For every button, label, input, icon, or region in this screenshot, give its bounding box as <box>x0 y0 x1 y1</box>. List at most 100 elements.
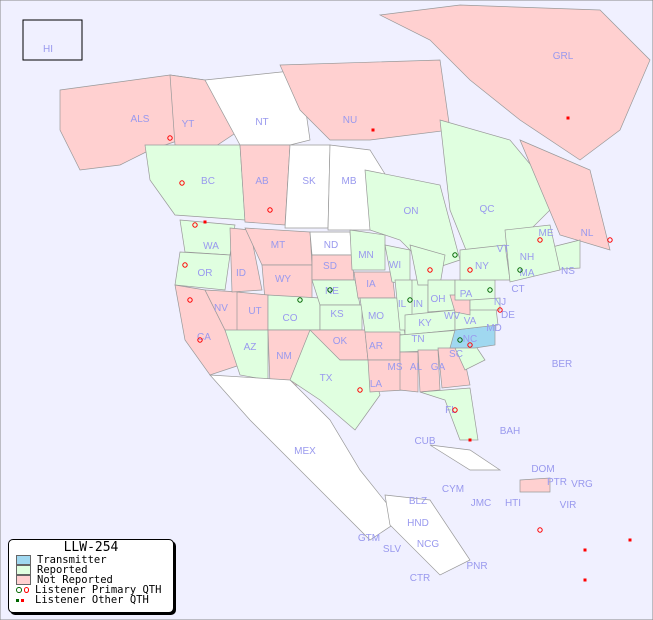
legend-label: Not Reported <box>37 574 113 586</box>
region-label-wy: WY <box>275 274 291 285</box>
region-label-nl: NL <box>581 228 594 239</box>
region-label-bah: BAH <box>500 426 521 437</box>
listener-primary-qth-marker <box>197 337 203 343</box>
region-label-nv: NV <box>214 303 228 314</box>
legend-title: LLW-254 <box>63 540 119 555</box>
listener-primary-qth-marker <box>537 527 543 533</box>
region-mn <box>349 229 386 271</box>
listener-primary-qth-marker <box>187 297 193 303</box>
region-label-in: IN <box>413 299 423 310</box>
region-label-md: MD <box>486 323 502 334</box>
legend-transmitter: Transmitter <box>9 555 173 565</box>
region-label-hnd: HND <box>407 518 429 529</box>
region-label-mn: MN <box>358 250 374 261</box>
region-label-blz: BLZ <box>409 496 427 507</box>
region-mex <box>209 374 401 541</box>
region-label-nt: NT <box>255 117 268 128</box>
listener-primary-qth-marker <box>452 407 458 413</box>
square-markers-icon <box>16 598 29 602</box>
region-label-mo: MO <box>368 311 384 322</box>
region-label-fl: FL <box>445 405 457 416</box>
listener-other-qth-marker <box>203 220 207 224</box>
region-bc <box>144 144 246 221</box>
listener-primary-qth-marker <box>467 342 473 348</box>
region-label-ma: MA <box>520 268 535 279</box>
region-label-sd: SD <box>323 261 337 272</box>
region-label-ms: MS <box>388 362 403 373</box>
legend-reported: Reported <box>9 565 173 575</box>
region-label-ia: IA <box>366 279 376 290</box>
listener-other-qth-marker <box>566 116 570 120</box>
region-cub <box>429 444 502 471</box>
region-grl <box>378 4 651 161</box>
region-label-sk: SK <box>302 176 316 187</box>
reported-swatch-icon <box>16 565 31 575</box>
region-tx <box>289 329 381 431</box>
region-label-jmc: JMC <box>471 498 492 509</box>
listener-primary-qth-marker <box>179 180 185 186</box>
not-reported-swatch-icon <box>16 575 31 585</box>
region-label-tn: TN <box>411 334 424 345</box>
region-label-pnr: PNR <box>466 561 487 572</box>
transmitter-swatch-icon <box>16 555 31 565</box>
listener-primary-qth-marker <box>607 237 613 243</box>
region-label-il: IL <box>398 299 407 310</box>
legend-label: Listener Primary QTH <box>35 584 162 596</box>
region-label-vir: VIR <box>560 500 577 511</box>
legend-other-qth: Listener Other QTH <box>9 595 173 605</box>
region-label-va: VA <box>464 316 477 327</box>
region-nl <box>519 139 611 251</box>
region-label-nh: NH <box>520 252 534 263</box>
region-label-ar: AR <box>369 341 383 352</box>
region-label-sc: SC <box>449 349 463 360</box>
region-caam <box>384 494 471 576</box>
legend: LLW-254 Transmitter Reported Not Reporte… <box>8 539 174 613</box>
region-label-ky: KY <box>418 318 432 329</box>
region-label-nd: ND <box>324 240 338 251</box>
region-md <box>469 297 501 311</box>
region-label-co: CO <box>283 313 298 324</box>
region-or <box>174 251 231 291</box>
region-label-wi: WI <box>389 260 401 271</box>
listener-primary-qth-marker <box>357 387 363 393</box>
listener-primary-qth-marker <box>182 262 188 268</box>
listener-other-qth-marker <box>583 578 587 582</box>
region-label-al: AL <box>410 362 423 373</box>
listener-primary-qth-marker <box>427 267 433 273</box>
listener-other-qth-marker <box>583 548 587 552</box>
region-label-wa: WA <box>203 241 219 252</box>
listener-primary-qth-marker <box>297 297 303 303</box>
listener-primary-qth-marker <box>407 297 413 303</box>
region-label-oh: OH <box>431 294 446 305</box>
region-label-id: ID <box>236 268 246 279</box>
legend-label: Reported <box>37 564 88 576</box>
listener-primary-qth-marker <box>267 207 273 213</box>
region-label-ga: GA <box>431 362 446 373</box>
region-label-hi: HI <box>43 44 53 55</box>
listener-other-qth-marker <box>628 538 632 542</box>
region-label-ab: AB <box>255 176 269 187</box>
region-hti <box>519 477 551 493</box>
legend-label: Transmitter <box>37 554 107 566</box>
region-label-ct: CT <box>511 284 524 295</box>
region-label-slv: SLV <box>383 544 401 555</box>
region-nu <box>279 59 451 141</box>
listener-primary-qth-marker <box>167 135 173 141</box>
region-label-grl: GRL <box>553 51 574 62</box>
listener-primary-qth-marker <box>457 337 463 343</box>
listener-primary-qth-marker <box>192 222 198 228</box>
region-label-vrg: VRG <box>571 479 593 490</box>
region-label-vt: VT <box>497 244 510 255</box>
listener-primary-qth-marker <box>327 287 333 293</box>
region-label-dom: DOM <box>531 464 554 475</box>
listener-primary-qth-marker <box>517 267 523 273</box>
region-yt <box>169 74 241 151</box>
hawaii-inset <box>22 19 83 61</box>
region-label-ca: CA <box>197 332 211 343</box>
region-label-ut: UT <box>248 306 261 317</box>
listener-primary-qth-marker <box>452 252 458 258</box>
legend-primary-qth: Listener Primary QTH <box>9 585 173 595</box>
region-label-ns: NS <box>561 266 575 277</box>
region-label-nm: NM <box>276 351 292 362</box>
